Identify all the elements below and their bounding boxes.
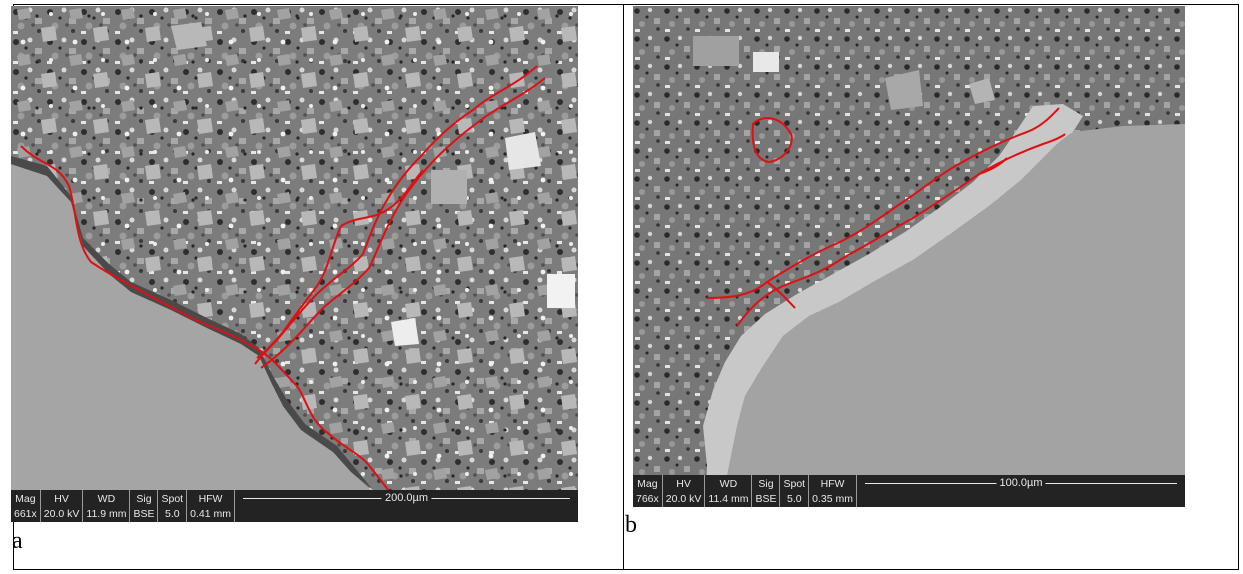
sem-micrograph-b xyxy=(633,6,1185,507)
databar-sig: Sig BSE xyxy=(130,490,159,522)
crack-trace xyxy=(766,281,796,309)
panel-label-b: b xyxy=(625,512,637,538)
databar-sig: Sig BSE xyxy=(752,475,781,507)
crack-trace xyxy=(706,107,1060,299)
databar-wd: WD 11.9 mm xyxy=(83,490,131,522)
paste-region xyxy=(11,164,385,522)
databar-wd: WD 11.4 mm xyxy=(705,475,753,507)
databar-hfw: HFW 0.41 mm xyxy=(187,490,235,522)
scale-bar: 200.0µm xyxy=(235,490,578,522)
sem-databar-b: Mag 766x HV 20.0 kV WD 11.4 mm Sig BSE Spot 5… xyxy=(633,475,1185,507)
aggregate-grain xyxy=(547,274,575,308)
scale-label: 200.0µm xyxy=(381,492,431,504)
crack-trace xyxy=(20,145,398,501)
aggregate-grain xyxy=(505,132,541,170)
aggregate-grain xyxy=(171,22,207,50)
interface-band xyxy=(11,156,385,490)
databar-hv: HV 20.0 kV xyxy=(41,490,84,522)
crack-trace xyxy=(978,157,1008,175)
databar-hv: HV 20.0 kV xyxy=(663,475,706,507)
databar-hfw: HFW 0.35 mm xyxy=(809,475,857,507)
crack-trace xyxy=(256,225,342,359)
sem-image-b: Mag 766x HV 20.0 kV WD 11.4 mm Sig BSE Spot 5… xyxy=(633,6,1185,507)
databar-spot: Spot 5.0 xyxy=(780,475,810,507)
crack-traces xyxy=(20,65,546,501)
scale-bar: 100.0µm xyxy=(857,475,1185,507)
scale-label: 100.0µm xyxy=(996,477,1046,489)
aggregate-grain xyxy=(391,318,419,346)
crack-trace xyxy=(736,133,1066,327)
crack-trace xyxy=(260,77,546,369)
aggregate-grain xyxy=(693,36,739,66)
paste-region xyxy=(721,124,1185,507)
aggregate-grain xyxy=(753,52,779,72)
cell-divider xyxy=(623,5,624,569)
aggregate-grain xyxy=(431,170,467,204)
databar-mag: Mag 766x xyxy=(633,475,663,507)
crack-traces xyxy=(706,107,1066,327)
crack-trace xyxy=(340,169,424,227)
aggregate-grain xyxy=(969,78,995,104)
databar-spot: Spot 5.0 xyxy=(158,490,188,522)
sem-micrograph-a xyxy=(11,6,578,522)
aggregate-grain xyxy=(885,70,923,110)
panel-label-a: a xyxy=(12,528,23,554)
sem-databar-a: Mag 661x HV 20.0 kV WD 11.9 mm Sig BSE Spot 5… xyxy=(11,490,578,522)
crack-trace xyxy=(751,117,793,164)
interface-band xyxy=(703,104,1083,507)
sem-image-a: Mag 661x HV 20.0 kV WD 11.9 mm Sig BSE Spot 5… xyxy=(11,6,578,522)
databar-mag: Mag 661x xyxy=(11,490,41,522)
